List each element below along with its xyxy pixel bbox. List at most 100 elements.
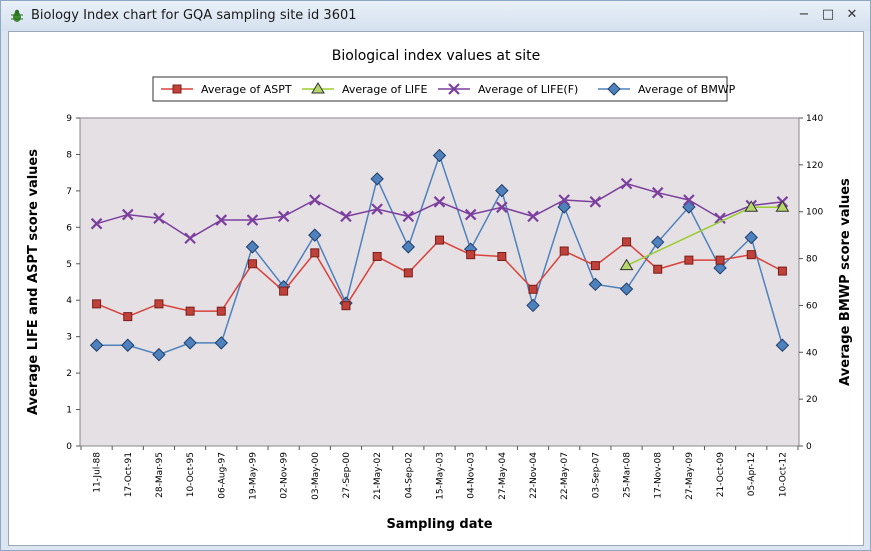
data-point-average-of-aspt [622, 237, 632, 247]
series-layer [89, 148, 790, 362]
data-point-average-of-aspt [497, 251, 507, 261]
x-tick-label: 03-May-00 [311, 452, 321, 500]
data-point-average-of-life [744, 200, 759, 212]
data-point-average-of-aspt [590, 261, 600, 271]
x-marker-stroke [589, 196, 602, 208]
axes: 0 1 2 3 4 5 6 7 8 9 0 20 40 60 80 100 120 140 11-Jul-88 17-… [66, 114, 823, 500]
data-point-average-of-life [775, 200, 790, 212]
data-point-average-of-bmwp [526, 298, 540, 313]
legend-marker-average-of-life-f [448, 83, 460, 95]
data-point-average-of-aspt [559, 246, 569, 256]
data-point-average-of-aspt [154, 299, 164, 309]
data-point-average-of-life-f [371, 203, 383, 215]
y2-tick-label: 40 [806, 348, 818, 358]
series-average-of-life [619, 200, 790, 271]
x-marker-stroke [620, 177, 633, 190]
x-tick-label: 27-May-04 [498, 452, 508, 500]
x-tick-label: 21-May-02 [373, 452, 383, 500]
minimize-button[interactable]: − [798, 7, 810, 22]
data-point-average-of-life-f [558, 194, 570, 206]
close-button[interactable]: ✕ [846, 7, 858, 22]
x-tick-label: 17-Oct-91 [124, 452, 134, 497]
data-point-average-of-bmwp [121, 338, 135, 352]
y2-tick-label: 0 [806, 442, 812, 452]
data-point-average-of-bmwp [713, 261, 727, 275]
x-tick-label: 15-May-03 [436, 452, 446, 500]
chart-area: Biological index values at site Average … [8, 31, 864, 546]
data-point-average-of-life-f [90, 217, 103, 230]
legend-label-average-of-life-f: Average of LIFE(F) [478, 83, 578, 96]
data-point-average-of-bmwp [775, 338, 790, 352]
x-tick-label: 28-Mar-95 [155, 452, 165, 498]
x-tick-label: 10-Oct-95 [186, 452, 196, 497]
y2-tick-label: 120 [806, 161, 823, 171]
data-point-average-of-aspt [372, 251, 382, 261]
legend-label-average-of-aspt: Average of ASPT [201, 83, 292, 96]
x-tick-label: 11-Jul-88 [93, 452, 103, 493]
data-point-average-of-life-f [277, 210, 290, 223]
data-point-average-of-bmwp [588, 277, 603, 292]
data-point-average-of-bmwp [245, 240, 260, 254]
data-point-average-of-aspt [310, 248, 320, 258]
bug-icon [11, 9, 23, 22]
data-point-average-of-aspt [684, 255, 694, 265]
data-point-average-of-life-f [527, 210, 539, 223]
x-marker-stroke [90, 217, 103, 230]
legend-label-average-of-life: Average of LIFE [342, 83, 427, 96]
x-marker-stroke [340, 210, 352, 223]
x-marker-stroke [184, 232, 196, 245]
title-bar[interactable]: Biology Index chart for GQA sampling sit… [1, 1, 870, 31]
data-point-average-of-aspt [247, 259, 257, 269]
x-marker-stroke [215, 214, 228, 226]
x-tick-label: 10-Oct-12 [778, 452, 788, 497]
maximize-button[interactable]: □ [821, 7, 835, 22]
data-point-average-of-life-f [433, 196, 446, 208]
data-point-average-of-life-f [620, 177, 633, 190]
data-point-average-of-life-f [402, 210, 415, 223]
x-marker-stroke [448, 83, 460, 95]
data-point-average-of-bmwp [214, 336, 228, 350]
x-marker-stroke [651, 186, 664, 199]
data-point-average-of-aspt [715, 255, 725, 265]
y-tick-label: 4 [66, 296, 72, 306]
data-point-average-of-aspt [466, 250, 476, 260]
data-point-average-of-life-f [340, 210, 352, 223]
data-point-average-of-life-f [589, 196, 602, 208]
data-point-average-of-aspt [653, 264, 663, 274]
plot-area [79, 117, 800, 447]
data-point-average-of-aspt [123, 312, 133, 322]
data-point-average-of-aspt [279, 286, 289, 296]
data-point-average-of-life-f [184, 232, 196, 245]
x-tick-label: 22-May-07 [560, 452, 570, 500]
x-tick-label: 05-Apr-12 [747, 452, 757, 496]
x-marker-stroke [246, 214, 259, 226]
data-point-average-of-life-f [683, 194, 695, 206]
data-point-average-of-bmwp [432, 148, 447, 163]
x-tick-label: 03-Sep-07 [591, 452, 601, 498]
data-point-average-of-bmwp [401, 240, 416, 254]
data-point-average-of-aspt [216, 306, 226, 316]
y-tick-label: 8 [66, 150, 72, 160]
x-axis-label: Sampling date [386, 517, 492, 532]
data-point-average-of-aspt [777, 266, 787, 276]
y-tick-label: 9 [66, 114, 72, 124]
series-average-of-life-f [90, 177, 789, 245]
data-point-average-of-bmwp [651, 235, 665, 249]
x-marker-stroke [464, 208, 477, 221]
x-tick-label: 19-May-99 [248, 452, 258, 500]
data-point-average-of-life-f [714, 212, 726, 225]
data-point-average-of-life-f [651, 186, 664, 199]
y2-tick-label: 80 [806, 255, 818, 265]
data-point-average-of-life-f [464, 208, 477, 221]
x-tick-label: 06-Aug-97 [217, 452, 227, 499]
chart-svg: Biological index values at site Average … [26, 48, 853, 532]
x-marker-stroke [558, 194, 570, 206]
x-tick-label: 21-Oct-09 [716, 452, 726, 497]
y-tick-label: 0 [66, 442, 72, 452]
x-marker-stroke [496, 201, 508, 214]
data-point-average-of-bmwp [152, 347, 166, 362]
x-marker-stroke [121, 208, 134, 221]
y-tick-label: 5 [66, 260, 72, 270]
legend-marker-average-of-life [311, 82, 325, 94]
y-axis-label: Average LIFE and ASPT score values [26, 149, 41, 415]
